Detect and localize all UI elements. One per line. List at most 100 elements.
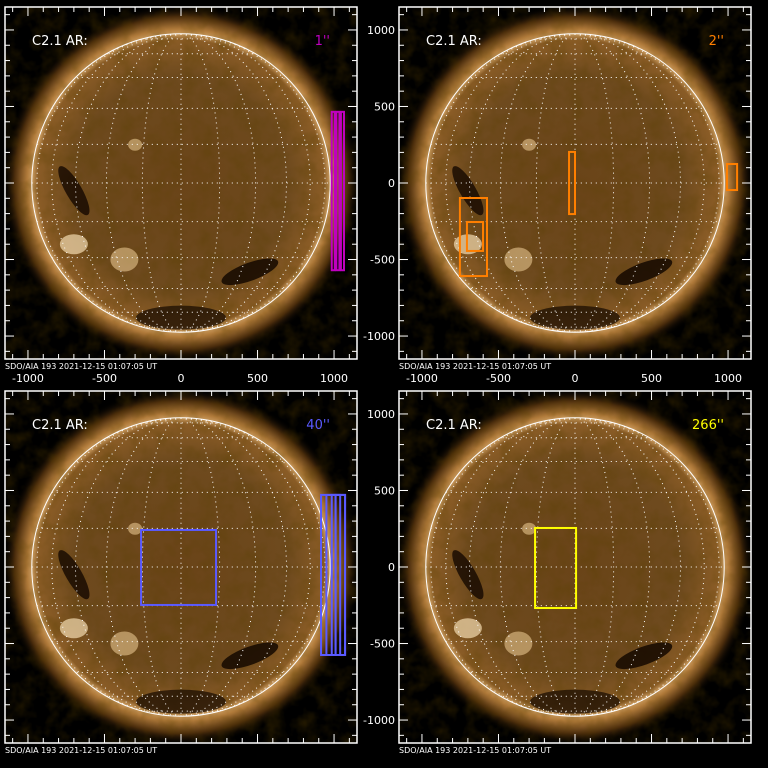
- panel-1: -1000 -500 0 500 1000 C2.1 AR: 1'' SDO/AIA 193 …: [4, 6, 358, 385]
- longitude-line: [535, 417, 576, 717]
- panel-label: C2.1 AR:: [32, 418, 88, 433]
- x-tick-label: 500: [641, 372, 662, 385]
- longitude-line: [36, 417, 182, 717]
- y-tick-label: -500: [370, 638, 395, 651]
- longitude-line: [574, 417, 681, 717]
- longitude-line: [445, 33, 576, 333]
- region-box: [534, 526, 578, 610]
- x-tick-label: 1000: [320, 372, 348, 385]
- instrument-footer: SDO/AIA 193 2021-12-15 01:07:05 UT: [5, 362, 157, 371]
- longitude-line: [499, 417, 576, 717]
- x-tick-label: 1000: [714, 372, 742, 385]
- filament: [452, 166, 484, 216]
- longitude-line: [141, 33, 182, 333]
- coronal-hole: [221, 642, 279, 670]
- instrument-footer: SDO/AIA 193 2021-12-15 01:07:05 UT: [5, 746, 157, 755]
- axis-ticks: [399, 7, 751, 359]
- disk-texture: [31, 417, 331, 717]
- x-tick-label: -1000: [12, 372, 44, 385]
- longitude-line: [105, 33, 182, 333]
- longitude-line: [430, 33, 576, 333]
- bright-point: [522, 138, 537, 151]
- active-region: [110, 247, 139, 272]
- longitude-line: [574, 33, 720, 333]
- coronal-hole: [615, 258, 673, 286]
- longitude-line: [75, 33, 182, 333]
- longitude-line: [180, 417, 287, 717]
- longitude-line: [180, 33, 257, 333]
- region-box: [140, 528, 218, 606]
- longitude-line: [105, 417, 182, 717]
- region-box: [335, 110, 341, 272]
- coronal-hole: [615, 642, 673, 670]
- region-box: [458, 196, 489, 278]
- polar-hole: [530, 689, 620, 714]
- bright-region: [59, 234, 88, 255]
- region-box: [725, 163, 739, 192]
- x-tick-label: 500: [247, 372, 268, 385]
- instrument-footer: SDO/AIA 193 2021-12-15 01:07:05 UT: [399, 746, 551, 755]
- longitude-line: [36, 33, 182, 333]
- longitude-line: [574, 33, 705, 333]
- panel-4: 1000 500 0 -500 -1000 C2.1 AR: 266'' SDO/AIA 19…: [363, 390, 752, 755]
- bright-region: [453, 618, 482, 639]
- panel-label: C2.1 AR:: [32, 34, 88, 49]
- bright-point: [522, 522, 537, 535]
- region-box: [334, 493, 347, 657]
- y-tick-label: -1000: [363, 330, 395, 343]
- longitude-line: [75, 417, 182, 717]
- longitude-line: [430, 417, 576, 717]
- panel-2: -1000 -500 0 500 1000 1000 500 0 -500 -1000 C2.1 A…: [363, 6, 752, 385]
- solar-limb: [425, 417, 725, 717]
- coordinate-grid: [31, 417, 331, 717]
- solar-limb: [31, 33, 331, 333]
- y-tick-label: 1000: [367, 24, 395, 37]
- longitude-line: [180, 33, 326, 333]
- y-tick-label: 500: [374, 484, 395, 497]
- longitude-line: [535, 33, 576, 333]
- y-tick-label: 0: [388, 177, 395, 190]
- longitude-line: [180, 417, 326, 717]
- solar-image: [5, 391, 357, 743]
- coordinate-grid: [31, 33, 331, 333]
- x-tick-label: -500: [92, 372, 117, 385]
- longitude-line: [445, 417, 576, 717]
- filament: [58, 166, 90, 216]
- solar-image: [399, 391, 751, 743]
- active-region: [504, 631, 533, 656]
- axis-ticks: [5, 7, 357, 359]
- y-tick-label: -1000: [363, 714, 395, 727]
- filament: [58, 550, 90, 600]
- bright-point: [128, 138, 143, 151]
- panel-label: C2.1 AR:: [426, 34, 482, 49]
- longitude-line: [574, 33, 651, 333]
- size-label: 1'': [315, 34, 330, 49]
- longitude-line: [469, 417, 576, 717]
- instrument-footer: SDO/AIA 193 2021-12-15 01:07:05 UT: [399, 362, 551, 371]
- solar-limb: [31, 417, 331, 717]
- solar-limb: [425, 33, 725, 333]
- coronal-hole: [221, 258, 279, 286]
- longitude-line: [180, 33, 287, 333]
- bright-point: [128, 522, 143, 535]
- longitude-line: [574, 417, 615, 717]
- panel-label: C2.1 AR:: [426, 418, 482, 433]
- x-tick-label: -500: [486, 372, 511, 385]
- axis-ticks: [5, 391, 357, 743]
- longitude-line: [51, 417, 182, 717]
- solar-image: [5, 7, 357, 359]
- disk-texture: [425, 417, 725, 717]
- longitude-line: [574, 417, 705, 717]
- region-box: [465, 221, 485, 252]
- longitude-line: [180, 417, 311, 717]
- longitude-line: [574, 417, 720, 717]
- y-tick-label: 500: [374, 100, 395, 113]
- longitude-line: [574, 417, 651, 717]
- longitude-line: [180, 417, 257, 717]
- region-box: [568, 150, 577, 216]
- bright-region: [59, 618, 88, 639]
- size-label: 2'': [709, 34, 724, 49]
- y-tick-label: 1000: [367, 408, 395, 421]
- filament: [452, 550, 484, 600]
